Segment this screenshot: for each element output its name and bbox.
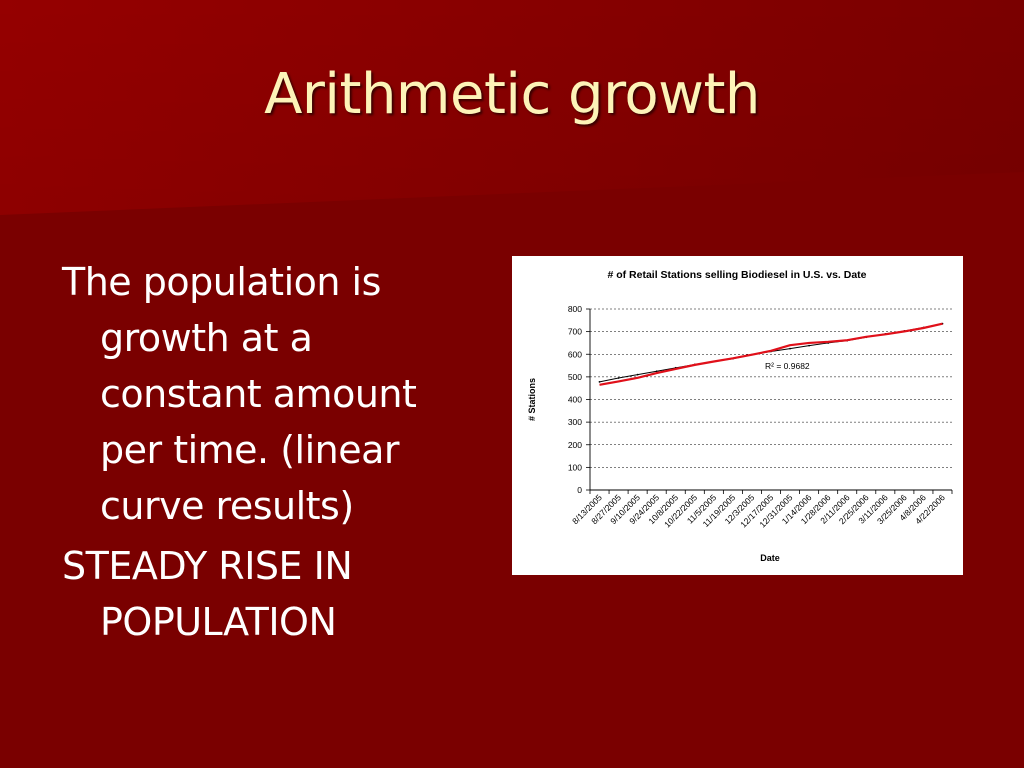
grid-layer — [590, 308, 952, 468]
data-point — [789, 347, 791, 350]
slide-title: Arithmetic growth — [264, 62, 760, 127]
series-layer — [598, 322, 944, 386]
y-axis-label: # Stations — [527, 378, 537, 421]
data-point — [655, 370, 658, 373]
y-tick-label: 200 — [568, 440, 582, 450]
bullet-list: The population is growth at a constant a… — [62, 254, 482, 654]
data-point — [808, 344, 811, 347]
bullet-item-2: STEADY RISE IN POPULATION — [62, 544, 353, 644]
y-tick-label: 600 — [568, 349, 582, 359]
y-tick-label: 800 — [568, 304, 582, 314]
y-tick-label: 100 — [568, 462, 582, 472]
y-tick-label: 400 — [568, 395, 582, 405]
data-point — [598, 380, 601, 383]
chart-title: # of Retail Stations selling Biodiesel i… — [607, 269, 866, 281]
data-point — [636, 373, 639, 376]
y-tick-label: 500 — [568, 372, 582, 382]
bullet-item-1: The population is growth at a constant a… — [62, 260, 417, 528]
line-chart: # of Retail Stations selling Biodiesel i… — [527, 269, 953, 563]
data-point — [617, 377, 620, 379]
label-layer: 01002003004005006007008008/13/20058/27/2… — [568, 304, 947, 529]
x-axis-label: Date — [760, 553, 780, 563]
y-tick-label: 300 — [568, 417, 582, 427]
y-tick-label: 700 — [568, 327, 582, 337]
r-squared-annotation: R² = 0.9682 — [765, 361, 810, 371]
chart-panel: # of Retail Stations selling Biodiesel i… — [512, 256, 963, 575]
axis-layer — [586, 308, 953, 494]
y-tick-label: 0 — [577, 485, 582, 495]
trendline — [599, 322, 943, 386]
